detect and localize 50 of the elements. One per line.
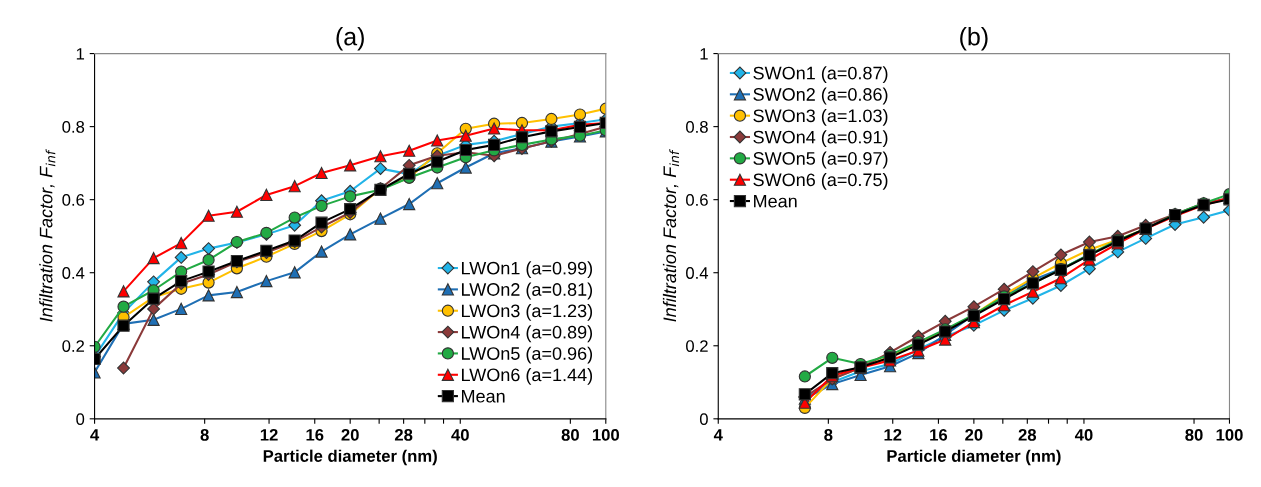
y-tick-label: 0	[699, 413, 708, 426]
x-tick-label: 8	[824, 428, 833, 441]
legend-label: LWOn5 (a=0.96)	[461, 346, 593, 364]
x-axis-title: Particle diameter (nm)	[263, 449, 437, 466]
legend-label: LWOn1 (a=0.99)	[461, 261, 593, 279]
legend-label: LWOn3 (a=1.23)	[461, 303, 593, 321]
y-axis-title: Infiltration Factor, F$_{inf}$	[662, 149, 679, 322]
y-tick-label: 0.8	[686, 121, 708, 133]
legend-label: SWOn1 (a=0.87)	[753, 66, 888, 84]
x-tick-label: 40	[451, 428, 469, 441]
legend-label: SWOn3 (a=1.03)	[753, 108, 888, 126]
legend-label: SWOn4 (a=0.91)	[753, 130, 888, 148]
legend-label: Mean	[461, 390, 505, 403]
x-tick-label: 100	[592, 428, 620, 441]
x-tick-label: 100	[1216, 428, 1243, 441]
y-tick-label: 1	[76, 48, 85, 60]
y-axis-title: Infiltration Factor, F$_{inf}$	[39, 149, 56, 322]
legend-label: LWOn6 (a=1.44)	[461, 368, 593, 385]
chart-title: (b)	[960, 27, 988, 51]
x-tick-label: 16	[930, 428, 948, 441]
y-tick-label: 0.6	[62, 194, 85, 206]
x-tick-label: 28	[394, 428, 413, 441]
y-tick-label: 0.4	[686, 267, 709, 279]
legend-label: SWOn5 (a=0.97)	[753, 151, 888, 169]
x-axis-title: Particle diameter (nm)	[887, 449, 1061, 466]
legend-label: SWOn6 (a=0.75)	[753, 172, 888, 190]
x-tick-label: 16	[306, 428, 324, 441]
x-tick-label: 12	[260, 428, 278, 441]
y-tick-label: 0.2	[62, 340, 85, 352]
y-tick-label: 0.2	[686, 340, 708, 352]
x-tick-label: 4	[713, 429, 723, 441]
x-tick-label: 4	[90, 429, 100, 441]
y-tick-label: 0.6	[686, 194, 708, 206]
legend-label: SWOn2 (a=0.86)	[753, 87, 888, 105]
legend-label: LWOn2 (a=0.81)	[461, 282, 593, 300]
x-tick-label: 80	[1185, 428, 1203, 441]
y-tick-label: 1	[700, 48, 708, 60]
x-tick-label: 8	[200, 428, 209, 441]
x-tick-label: 12	[884, 428, 902, 441]
x-tick-label: 80	[561, 428, 579, 441]
y-tick-label: 0.4	[62, 267, 85, 279]
chart-title: (a)	[336, 27, 364, 51]
x-tick-label: 20	[341, 428, 359, 441]
legend-label: LWOn4 (a=0.89)	[461, 325, 593, 343]
y-tick-label: 0.8	[62, 121, 85, 133]
x-tick-label: 28	[1018, 428, 1037, 441]
legend-label: Mean	[754, 194, 797, 208]
y-tick-label: 0	[76, 413, 85, 426]
x-tick-label: 20	[965, 428, 983, 441]
x-tick-label: 40	[1074, 428, 1093, 441]
